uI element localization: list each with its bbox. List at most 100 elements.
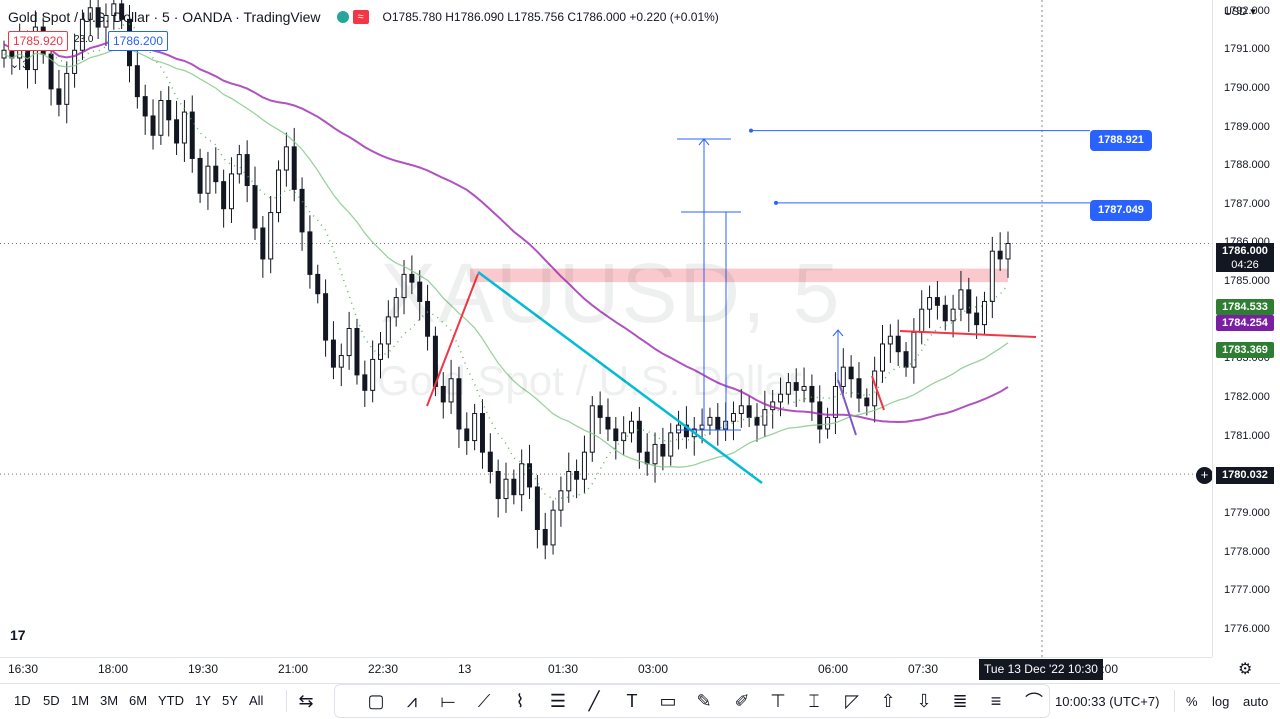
range-button-6m[interactable]: 6M <box>129 693 148 708</box>
candle-body <box>981 300 987 326</box>
comment-tool-icon[interactable]: ◸ <box>845 690 859 711</box>
chart-pane[interactable]: XAUUSD, 5 Gold Spot / U.S. Dollar Gold S… <box>0 0 1212 657</box>
candle-body <box>315 273 321 295</box>
candle-body <box>448 378 454 403</box>
divider <box>1174 690 1175 712</box>
candle-body <box>825 416 831 430</box>
candle-body <box>456 378 462 430</box>
red-impulse-line <box>426 273 479 407</box>
horizontal-line-tool-icon[interactable]: ⟝ <box>440 690 456 711</box>
candle-body <box>166 99 172 121</box>
last-price-label: 1786.000 04:26 <box>1216 243 1274 272</box>
timezone-clock[interactable]: 10:00:33 (UTC+7) <box>1055 694 1160 709</box>
candle-body <box>730 413 736 422</box>
candle-body <box>668 432 674 457</box>
candle-body <box>503 478 509 500</box>
candle-body <box>652 443 658 465</box>
range-button-5d[interactable]: 5D <box>43 693 60 708</box>
price-label-tool-icon[interactable]: ⊤ <box>770 690 786 711</box>
fib-retracement-icon[interactable]: ☰ <box>549 690 567 711</box>
horizontal-line-label-upper[interactable]: 1788.921 <box>1090 130 1152 151</box>
rectangle-tool-icon[interactable]: ▢ <box>367 690 385 711</box>
horizontal-line-label-lower[interactable]: 1787.049 <box>1090 200 1152 221</box>
indicators-collapse-button[interactable]: ⌄ 3 <box>10 58 28 71</box>
price-tick-label: 1787.000 <box>1224 197 1270 210</box>
long-position-tool-icon[interactable]: ≣ <box>952 690 968 711</box>
candle-body <box>864 397 870 407</box>
add-alert-plus-icon[interactable]: + <box>1196 467 1212 484</box>
candle-body <box>213 165 219 183</box>
range-button-ytd[interactable]: YTD <box>158 693 184 708</box>
range-button-1m[interactable]: 1M <box>71 693 90 708</box>
candle-body <box>111 3 117 16</box>
range-button-1d[interactable]: 1D <box>14 693 31 708</box>
range-button-5y[interactable]: 5Y <box>222 693 238 708</box>
time-tick-label: 16:30 <box>8 662 39 676</box>
time-tick-label: 06:00 <box>818 662 849 676</box>
price-tick-label: 1779.000 <box>1224 507 1270 519</box>
trend-line-tool-icon[interactable]: ⟋ <box>477 690 491 711</box>
path-tool-icon[interactable]: ⌇ <box>515 690 525 711</box>
candle-body <box>856 378 862 399</box>
candle-body <box>174 119 180 144</box>
time-tick-label: 01:30 <box>548 662 579 676</box>
candle-body <box>778 393 784 403</box>
candle-body <box>197 157 203 194</box>
ray-tool-icon[interactable]: ╱ <box>588 690 600 711</box>
candle-body <box>989 250 995 302</box>
crosshair-time-label: Tue 13 Dec '22 10:30 <box>979 659 1103 680</box>
highlighter-tool-icon[interactable]: ✐ <box>734 690 750 711</box>
range-button-1y[interactable]: 1Y <box>195 693 211 708</box>
callout-tool-icon[interactable]: ▭ <box>659 690 677 711</box>
arrow-up-tool-icon[interactable]: ⇧ <box>880 690 896 711</box>
currency-selector[interactable]: USD ▾ <box>1224 6 1256 18</box>
descending-trendline <box>477 270 763 485</box>
market-open-icon <box>336 11 349 23</box>
auto-scale-toggle[interactable]: auto <box>1243 694 1269 709</box>
symbol-header[interactable]: Gold Spot / U.S. Dollar · 5 · OANDA · Tr… <box>8 7 719 27</box>
candle-body <box>880 343 885 372</box>
candle-body <box>56 88 62 105</box>
candle-body <box>205 165 211 194</box>
candle-body <box>534 486 540 530</box>
chart-settings-gear-icon[interactable]: ⚙ <box>1238 661 1253 678</box>
calendar-goto-icon[interactable]: ⇆ <box>298 690 314 711</box>
candle-body <box>142 96 148 117</box>
buy-button[interactable]: 1786.200 <box>108 31 168 51</box>
range-button-all[interactable]: All <box>249 693 264 708</box>
price-tick-label: 1781.000 <box>1224 429 1270 442</box>
candle-body <box>323 293 329 341</box>
candle-body <box>832 385 838 418</box>
time-tick-label: 21:00 <box>278 662 309 676</box>
range-button-3m[interactable]: 3M <box>100 693 119 708</box>
price-tick-label: 1776.000 <box>1224 622 1270 635</box>
text-tool-icon[interactable]: T <box>626 690 638 711</box>
curve-tool-icon[interactable]: ⌒ <box>1025 692 1043 712</box>
candle-body <box>221 181 227 210</box>
log-scale-toggle[interactable]: log <box>1212 694 1230 709</box>
brush-tool-icon[interactable]: ✎ <box>696 690 712 711</box>
tradingview-logo[interactable]: 17 <box>10 627 26 643</box>
candle-body <box>440 385 446 403</box>
zigzag-tool-icon[interactable]: ⩘ <box>406 690 418 711</box>
candle-body <box>425 300 431 337</box>
wave-icon[interactable]: ≈ <box>352 10 369 24</box>
ma-fast-dotted-line <box>3 23 1009 500</box>
sell-button[interactable]: 1785.920 <box>8 31 68 51</box>
candle-body <box>817 401 823 430</box>
candle-body <box>942 304 948 322</box>
candle-body <box>330 339 336 368</box>
candle-body <box>181 111 187 144</box>
candle-body <box>354 328 360 376</box>
price-range-tool-icon[interactable]: ⌶ <box>808 690 820 711</box>
arrow-down-tool-icon[interactable]: ⇩ <box>916 690 932 711</box>
short-position-tool-icon[interactable]: ≡ <box>990 690 1002 711</box>
currency-label: USD <box>1224 6 1248 18</box>
chart-canvas[interactable] <box>0 0 1212 657</box>
candle-body <box>299 188 305 233</box>
candle-body <box>974 312 980 326</box>
symbol-title[interactable]: Gold Spot / U.S. Dollar · 5 · OANDA · Tr… <box>8 9 321 25</box>
percent-scale-toggle[interactable]: % <box>1186 694 1198 709</box>
price-tick-label: 1789.000 <box>1224 120 1270 133</box>
candle-body <box>370 358 376 391</box>
